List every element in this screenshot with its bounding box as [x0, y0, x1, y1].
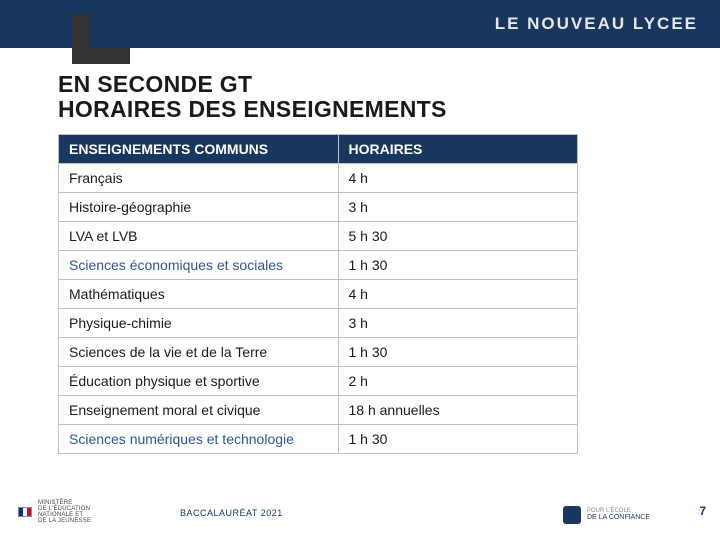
cell-subject: Français	[59, 164, 339, 193]
cell-subject: Sciences numériques et technologie	[59, 425, 339, 454]
cell-subject: Sciences économiques et sociales	[59, 251, 339, 280]
cell-subject: Sciences de la vie et de la Terre	[59, 338, 339, 367]
cell-subject: Physique-chimie	[59, 309, 339, 338]
page-title: EN SECONDE GT HORAIRES DES ENSEIGNEMENTS	[58, 72, 680, 123]
table-row: Histoire-géographie3 h	[59, 193, 578, 222]
trust-main: DE LA CONFIANCE	[587, 514, 650, 521]
cell-hours: 3 h	[338, 309, 578, 338]
ministry-line: DE LA JEUNESSE	[38, 518, 91, 524]
cell-hours: 4 h	[338, 280, 578, 309]
cell-hours: 1 h 30	[338, 425, 578, 454]
trust-icon	[563, 506, 581, 524]
cell-hours: 2 h	[338, 367, 578, 396]
cell-hours: 1 h 30	[338, 338, 578, 367]
table-row: LVA et LVB5 h 30	[59, 222, 578, 251]
cell-subject: Mathématiques	[59, 280, 339, 309]
title-line-1: EN SECONDE GT	[58, 72, 680, 97]
table-row: Sciences de la vie et de la Terre1 h 30	[59, 338, 578, 367]
header-subjects: ENSEIGNEMENTS COMMUNS	[59, 135, 339, 164]
ministry-text: MINISTÈRE DE L'ÉDUCATION NATIONALE ET DE…	[38, 500, 91, 524]
footer-ministry: MINISTÈRE DE L'ÉDUCATION NATIONALE ET DE…	[18, 500, 91, 524]
footer-center: BACCALAURÉAT 2021	[180, 508, 283, 518]
table-header-row: ENSEIGNEMENTS COMMUNS HORAIRES	[59, 135, 578, 164]
title-line-2: HORAIRES DES ENSEIGNEMENTS	[58, 97, 680, 122]
cell-hours: 5 h 30	[338, 222, 578, 251]
cell-subject: Histoire-géographie	[59, 193, 339, 222]
footer: MINISTÈRE DE L'ÉDUCATION NATIONALE ET DE…	[0, 498, 720, 530]
header-hours: HORAIRES	[338, 135, 578, 164]
footer-trust: POUR L'ÉCOLE DE LA CONFIANCE	[563, 506, 650, 524]
table-row: Français4 h	[59, 164, 578, 193]
cell-subject: Éducation physique et sportive	[59, 367, 339, 396]
cell-hours: 3 h	[338, 193, 578, 222]
cell-subject: LVA et LVB	[59, 222, 339, 251]
table-row: Éducation physique et sportive2 h	[59, 367, 578, 396]
cell-hours: 4 h	[338, 164, 578, 193]
cell-hours: 1 h 30	[338, 251, 578, 280]
page-number: 7	[699, 504, 706, 518]
table-row: Enseignement moral et civique18 h annuel…	[59, 396, 578, 425]
table-row: Sciences économiques et sociales1 h 30	[59, 251, 578, 280]
schedule-table: ENSEIGNEMENTS COMMUNS HORAIRES Français4…	[58, 134, 578, 454]
table-row: Physique-chimie3 h	[59, 309, 578, 338]
cell-subject: Enseignement moral et civique	[59, 396, 339, 425]
flag-icon	[18, 507, 32, 517]
banner-title: LE NOUVEAU LYCEE	[495, 0, 698, 48]
table-row: Sciences numériques et technologie1 h 30	[59, 425, 578, 454]
logo-mark-horizontal	[72, 48, 130, 64]
cell-hours: 18 h annuelles	[338, 396, 578, 425]
trust-text: POUR L'ÉCOLE DE LA CONFIANCE	[587, 509, 650, 521]
table-row: Mathématiques4 h	[59, 280, 578, 309]
